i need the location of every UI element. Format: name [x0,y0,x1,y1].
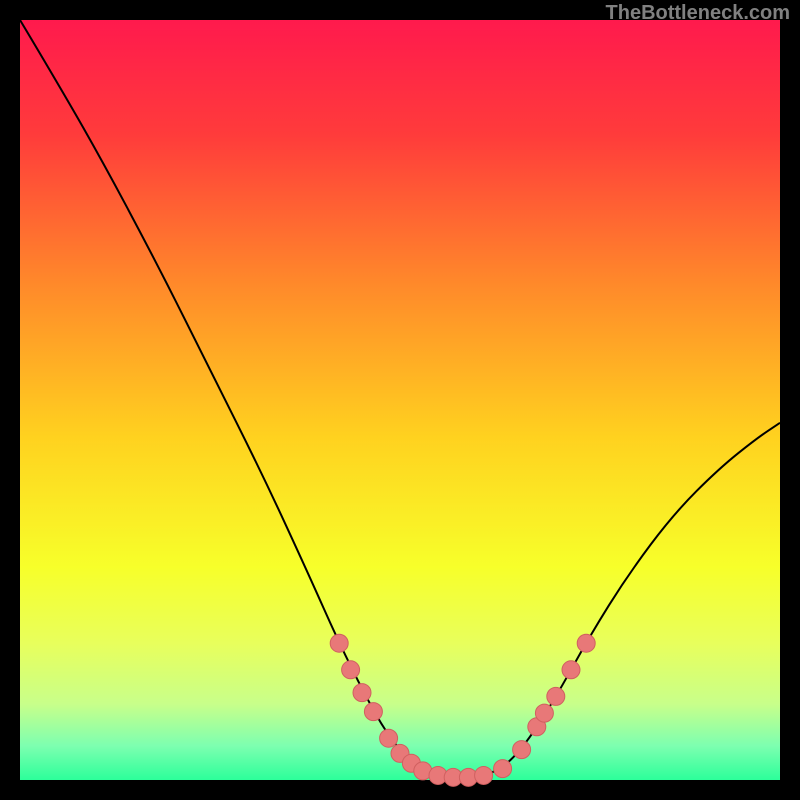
curve-marker [364,703,382,721]
plot-area [20,20,780,780]
chart-svg [0,0,800,800]
curve-marker [353,684,371,702]
curve-marker [562,661,580,679]
curve-marker [494,760,512,778]
curve-marker [535,704,553,722]
curve-marker [577,634,595,652]
curve-marker [547,687,565,705]
curve-marker [475,766,493,784]
curve-marker [342,661,360,679]
watermark-text: TheBottleneck.com [606,2,790,25]
curve-marker [513,741,531,759]
chart-frame: TheBottleneck.com [0,0,800,800]
curve-marker [330,634,348,652]
curve-marker [380,729,398,747]
